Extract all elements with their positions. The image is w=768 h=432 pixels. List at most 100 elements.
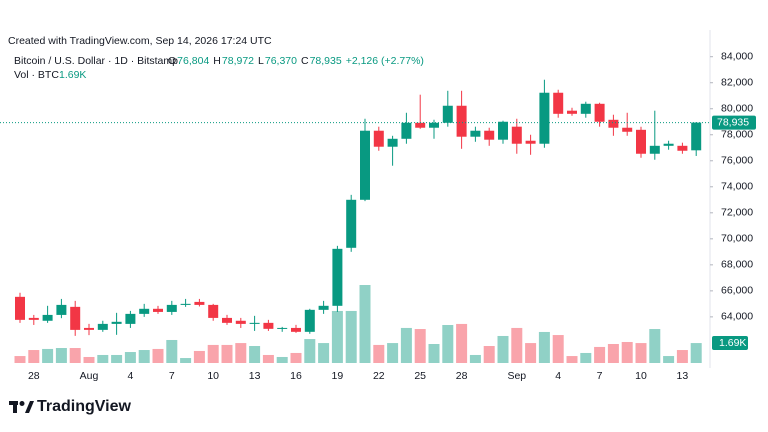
volume-bar xyxy=(373,344,385,363)
volume-bar xyxy=(166,339,178,363)
logo-shape xyxy=(13,401,17,413)
symbol-title: Bitcoin / U.S. Dollar · 1D · Bitstamp xyxy=(14,55,178,67)
legend-value: 78,935 xyxy=(310,55,342,67)
candle-body xyxy=(304,309,315,332)
volume-bar xyxy=(318,343,330,363)
candle-body xyxy=(484,130,495,140)
volume-bar xyxy=(400,327,412,363)
volume-bar xyxy=(180,358,192,363)
y-tick-label: 82,000 xyxy=(721,77,753,89)
volume-bar xyxy=(428,344,440,363)
candle-body xyxy=(608,119,619,128)
candle-body xyxy=(208,304,219,318)
y-tick-label: 74,000 xyxy=(721,181,753,193)
candle-body xyxy=(580,103,591,114)
x-tick-label: 16 xyxy=(290,370,302,382)
x-tick-label: 22 xyxy=(373,370,385,382)
candle-body xyxy=(387,138,398,147)
candle-body xyxy=(567,110,577,114)
candle-body xyxy=(249,322,260,324)
volume-bar xyxy=(97,354,109,363)
x-tick-label: 4 xyxy=(127,370,133,382)
x-tick-label: 28 xyxy=(28,370,40,382)
y-tick-label: 66,000 xyxy=(721,285,753,297)
logo-shape xyxy=(19,401,25,406)
candle-body xyxy=(28,317,39,320)
volume-bar xyxy=(663,356,675,363)
last-price-label: 78,935 xyxy=(717,116,749,128)
candle-body xyxy=(70,306,81,330)
volume-bar xyxy=(483,346,495,363)
candle-body xyxy=(318,305,329,310)
ohlc-legend: O 76,804 H 78,972 L 76,370 C 78,935 +2,126 (+2.7… xyxy=(168,55,424,67)
volume-bar xyxy=(55,348,67,363)
volume-bar xyxy=(304,339,316,363)
volume-bar xyxy=(414,329,426,363)
x-tick-label: 28 xyxy=(456,370,468,382)
candle-body xyxy=(470,130,481,137)
volume-bar xyxy=(221,344,233,363)
volume-box xyxy=(712,336,748,351)
volume-bar xyxy=(387,343,399,363)
volume-bar xyxy=(111,354,123,363)
volume-bar xyxy=(262,354,274,363)
legend-value: 76,804 xyxy=(177,55,209,67)
volume-bar xyxy=(152,348,164,363)
candle-body xyxy=(636,129,646,154)
y-tick-label: 70,000 xyxy=(721,233,753,245)
candle-body xyxy=(15,296,25,320)
candle-body xyxy=(539,92,550,144)
candle-body xyxy=(235,320,246,324)
volume-bar xyxy=(676,350,688,363)
volume-bar xyxy=(290,352,302,363)
candle-body xyxy=(97,323,108,330)
volume-bar xyxy=(138,350,150,363)
volume-bar xyxy=(42,348,54,363)
legend-value: 76,370 xyxy=(265,55,297,67)
candle-body xyxy=(332,248,343,306)
candle-body xyxy=(180,303,191,305)
x-tick-label: 10 xyxy=(635,370,647,382)
x-tick-label: 25 xyxy=(414,370,426,382)
candle-body xyxy=(649,145,660,154)
legend-key: L xyxy=(258,55,264,67)
x-tick-label: Sep xyxy=(507,370,526,382)
volume-bar xyxy=(538,331,550,363)
volume-bar xyxy=(28,350,40,363)
legend-key: O xyxy=(168,55,176,67)
volume-bar xyxy=(331,310,343,363)
volume-bar xyxy=(566,356,578,363)
brand-logo: TradingView xyxy=(9,398,132,415)
y-tick-label: 80,000 xyxy=(721,103,753,115)
volume-bar xyxy=(83,356,95,363)
volume-bar xyxy=(235,343,247,363)
candle-body xyxy=(56,304,67,315)
x-tick-label: 7 xyxy=(169,370,175,382)
candle-body xyxy=(401,122,412,139)
candle-body xyxy=(346,199,357,248)
volume-bar xyxy=(690,343,702,363)
volume-bar xyxy=(469,354,481,363)
volume-bar xyxy=(635,343,647,363)
logo-shape xyxy=(25,401,34,413)
volume-bar xyxy=(497,335,509,363)
created-note: Created with TradingView.com, Sep 14, 20… xyxy=(8,35,272,47)
x-tick-label: 13 xyxy=(249,370,261,382)
y-tick-label: 76,000 xyxy=(721,155,753,167)
legend-value: 78,972 xyxy=(222,55,254,67)
candle-body xyxy=(622,127,633,132)
x-tick-label: Aug xyxy=(80,370,99,382)
candle-body xyxy=(42,314,53,321)
brand-name: TradingView xyxy=(37,398,132,415)
y-tick-label: 78,000 xyxy=(721,129,753,141)
y-tick-label: 68,000 xyxy=(721,259,753,271)
candle-body xyxy=(222,317,232,323)
volume-bar xyxy=(442,325,454,363)
candle-body xyxy=(277,327,288,329)
candle-body xyxy=(139,308,150,314)
legend-key: C xyxy=(301,55,309,67)
legend-key: H xyxy=(213,55,221,67)
volume-bar xyxy=(124,352,136,363)
y-tick-label: 64,000 xyxy=(721,311,753,323)
